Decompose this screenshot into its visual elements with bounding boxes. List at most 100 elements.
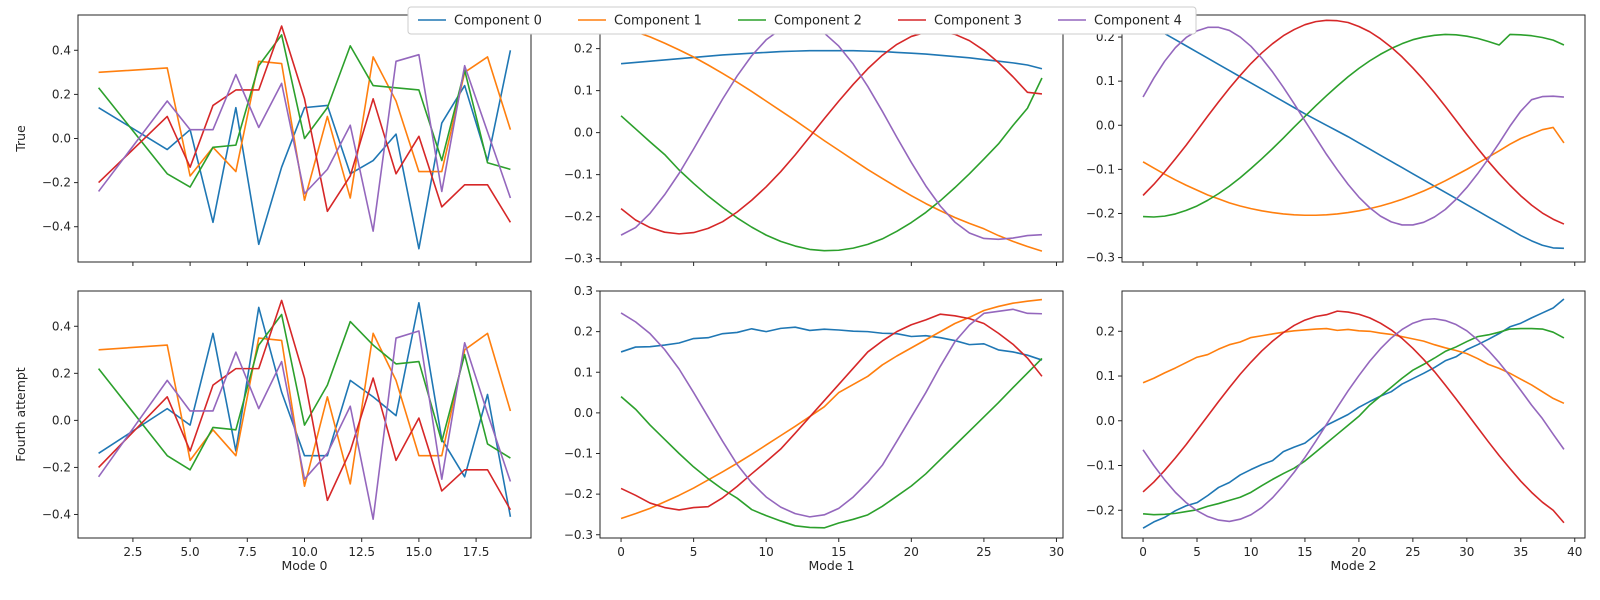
subplot-r0-c2: −0.3−0.2−0.10.00.10.2	[1086, 14, 1586, 266]
series-line-3	[620, 30, 1043, 235]
y-tick-label: 0.4	[52, 43, 71, 57]
series-line-4	[97, 330, 512, 520]
y-tick-label: 0.2	[1096, 324, 1115, 338]
subplot-r0-c1: −0.3 −0.2 −0.1 0.0 0.1 0.2	[564, 14, 1064, 266]
y-axis-label: Fourth attempt	[13, 367, 28, 462]
subplot-r1-c2: 0 5 10 15 20 25 30 35 40 −0.2 −0.1 0.0 0.1 0.2 Mode 2	[1086, 290, 1586, 573]
x-tick-label: 20	[1351, 545, 1366, 559]
legend-label-0: Component 0	[454, 14, 542, 29]
axes-frame	[1121, 14, 1586, 263]
y-tick-label: −0.2	[42, 176, 71, 190]
x-tick-label: 15	[831, 545, 846, 559]
legend-entry-1: Component 1	[578, 14, 702, 29]
y-tick-label: 0.0	[574, 126, 593, 140]
y-tick-label: −0.2	[564, 210, 593, 224]
legend-label-1: Component 1	[614, 14, 702, 29]
x-axis-label: Mode 1	[809, 558, 855, 573]
series-line-3	[1142, 310, 1565, 524]
x-tick-label: 7.5	[238, 545, 257, 559]
y-tick-label: 0.2	[52, 366, 71, 380]
x-tick-label: 5.0	[181, 545, 200, 559]
series-line-4	[620, 308, 1042, 518]
series-line-0	[98, 301, 512, 517]
y-tick-label: −0.2	[564, 487, 593, 501]
y-tick-label: 0.2	[574, 325, 593, 339]
series-line-2	[1143, 33, 1565, 218]
x-tick-label: 12.5	[348, 545, 375, 559]
series-line-0	[620, 326, 1043, 361]
subplot-grid: −0.4 −0.2 0.0 0.2 0.4 True −0.3 −0.2 −0.1 0.0 0.1 0…	[13, 14, 1586, 573]
x-tick-label: 2.5	[123, 545, 142, 559]
legend-label-2: Component 2	[774, 14, 862, 29]
y-tick-label: 0.0	[52, 132, 71, 146]
y-tick-label: 0.1	[574, 84, 593, 98]
x-tick-label: 5	[690, 545, 698, 559]
legend-entry-3: Component 3	[898, 14, 1022, 29]
series-line-4	[97, 53, 512, 232]
y-tick-label: 0.1	[1096, 369, 1115, 383]
y-tick-label: 0.0	[574, 406, 593, 420]
series-line-1	[620, 26, 1043, 252]
series-line-0	[1142, 20, 1564, 250]
y-tick-label: −0.2	[1086, 503, 1115, 517]
y-tick-label: 0.0	[52, 413, 71, 427]
x-tick-label: 5	[1193, 545, 1201, 559]
y-tick-label: 0.0	[1096, 414, 1115, 428]
y-tick-label: −0.3	[1086, 251, 1115, 265]
x-tick-label: 40	[1567, 545, 1582, 559]
y-tick-label: −0.3	[564, 252, 593, 266]
series-line-2	[620, 357, 1043, 529]
y-tick-label: −0.2	[42, 460, 71, 474]
series-line-4	[1142, 26, 1565, 226]
y-axis-label: True	[13, 125, 28, 153]
x-tick-label: 15.0	[406, 545, 433, 559]
x-tick-label: 10.0	[291, 545, 318, 559]
series-line-1	[1142, 327, 1565, 405]
series-line-2	[620, 77, 1043, 252]
y-tick-label: 0.1	[574, 365, 593, 379]
subplot-r0-c0: −0.4 −0.2 0.0 0.2 0.4 True	[13, 14, 532, 266]
x-tick-label: 15	[1297, 545, 1312, 559]
x-tick-label: 30	[1459, 545, 1474, 559]
x-axis-label: Mode 0	[282, 558, 328, 573]
y-tick-label: 0.3	[574, 284, 593, 298]
x-tick-label: 10	[759, 545, 774, 559]
legend-frame	[407, 6, 1197, 35]
series-line-3	[1142, 19, 1565, 225]
series-line-1	[620, 298, 1043, 520]
y-tick-label: −0.1	[564, 168, 593, 182]
series-line-2	[97, 34, 511, 188]
y-tick-label: −0.4	[42, 220, 71, 234]
series-line-2	[97, 313, 511, 471]
plot-area	[1122, 15, 1585, 262]
x-tick-label: 17.5	[463, 545, 490, 559]
x-tick-label: 0	[617, 545, 625, 559]
series-line-1	[98, 56, 512, 202]
x-tick-label: 20	[904, 545, 919, 559]
y-tick-label: −0.1	[564, 447, 593, 461]
y-tick-label: 0.4	[52, 319, 71, 333]
y-tick-label: 0.2	[52, 87, 71, 101]
x-tick-label: 30	[1049, 545, 1064, 559]
plot-area	[1122, 291, 1585, 538]
axes-frame	[599, 290, 1064, 539]
series-line-4	[1142, 317, 1565, 523]
y-tick-label: −0.3	[564, 528, 593, 542]
x-tick-label: 25	[1405, 545, 1420, 559]
plot-area	[78, 291, 531, 538]
x-tick-label: 10	[1243, 545, 1258, 559]
legend-entry-0: Component 0	[418, 14, 542, 29]
legend-entry-4: Component 4	[1058, 14, 1182, 29]
y-tick-label: 0.0	[1096, 118, 1115, 132]
y-tick-label: 0.1	[1096, 74, 1115, 88]
y-tick-label: −0.4	[42, 507, 71, 521]
legend-label-4: Component 4	[1094, 14, 1182, 29]
plot-area	[600, 291, 1063, 538]
series-line-3	[98, 299, 512, 511]
series-line-0	[1142, 298, 1565, 529]
series-line-4	[620, 23, 1042, 241]
subplot-r1-c0: 2.5 5.0 7.5 10.0 12.5 15.0 17.5 −0.4 −0.2 0.0 0.2 0…	[13, 290, 532, 573]
x-axis-label: Mode 2	[1331, 558, 1377, 573]
series-line-3	[98, 25, 512, 223]
y-tick-label: 0.2	[574, 42, 593, 56]
